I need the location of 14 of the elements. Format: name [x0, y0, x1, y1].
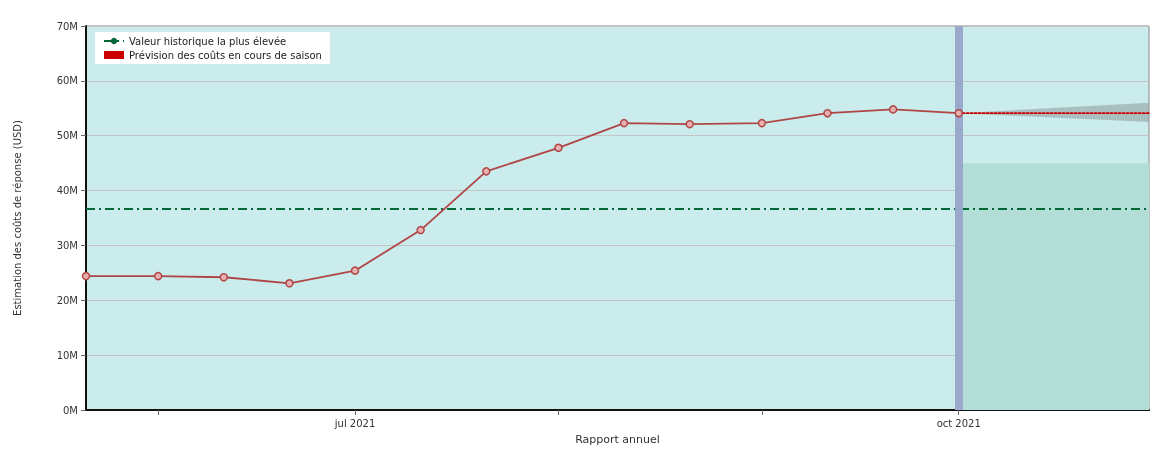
x-tick-label: jul 2021 — [333, 417, 376, 429]
x-axis-title: Rapport annuel — [575, 433, 660, 446]
y-tick-label: 70M — [56, 20, 78, 32]
x-tick-label: oct 2021 — [936, 417, 981, 429]
y-tick-label: 0M — [63, 404, 78, 416]
y-tick-label: 10M — [56, 349, 78, 361]
y-tick-label: 40M — [56, 185, 78, 197]
legend-label: Prévision des coûts en cours de saison — [129, 49, 322, 61]
y-tick-label: 50M — [56, 130, 78, 142]
y-axis-title: Estimation des coûts de réponse (USD) — [11, 120, 23, 316]
legend-label: Valeur historique la plus élevée — [129, 35, 287, 47]
y-tick-label: 30M — [56, 239, 78, 251]
y-tick-label: 20M — [56, 294, 78, 306]
y-tick-label: 60M — [56, 75, 78, 87]
